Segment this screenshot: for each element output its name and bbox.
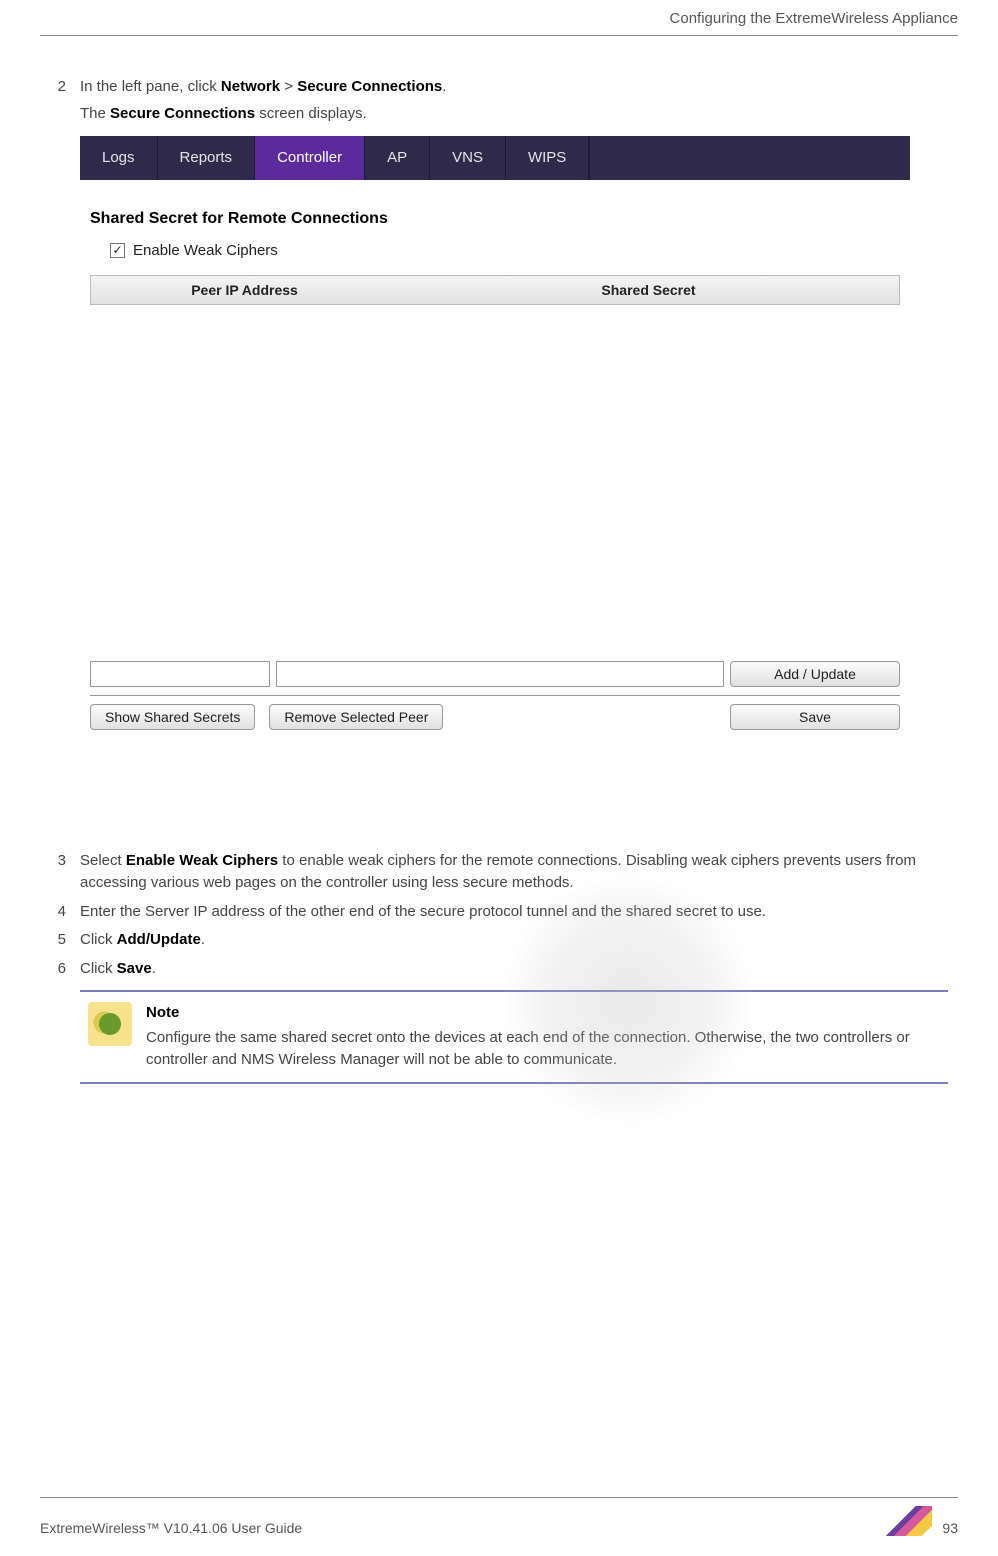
step-number: 5	[50, 929, 66, 952]
step-2-subtext: The Secure Connections screen displays.	[80, 105, 948, 122]
note-body: Configure the same shared secret onto th…	[146, 1029, 910, 1069]
step-body: Click Save.	[80, 958, 948, 981]
bottom-controls: Add / Update Show Shared Secrets Remove …	[90, 661, 900, 730]
enable-weak-ciphers-row: ✓ Enable Weak Ciphers	[110, 242, 900, 259]
page-footer: ExtremeWireless™ V10.41.06 User Guide 93	[40, 1497, 958, 1536]
remove-selected-peer-button[interactable]: Remove Selected Peer	[269, 704, 443, 730]
step-body: Select Enable Weak Ciphers to enable wea…	[80, 850, 948, 895]
page-number: 93	[942, 1520, 958, 1536]
bold-text: Network	[221, 78, 280, 95]
text: .	[442, 78, 446, 95]
section-heading: Shared Secret for Remote Connections	[90, 210, 900, 228]
step-number: 4	[50, 901, 66, 924]
text: >	[280, 78, 297, 95]
step-5: 5 Click Add/Update.	[50, 929, 948, 952]
tab-controller[interactable]: Controller	[255, 136, 365, 180]
note-text: Note Configure the same shared secret on…	[146, 1002, 940, 1072]
step-4: 4 Enter the Server IP address of the oth…	[50, 901, 948, 924]
note-icon	[88, 1002, 132, 1046]
text: Click	[80, 960, 117, 977]
column-header-shared-secret: Shared Secret	[398, 276, 899, 304]
tab-bar: LogsReportsControllerAPVNSWIPS	[80, 136, 910, 180]
save-button[interactable]: Save	[730, 704, 900, 730]
text: Click	[80, 931, 117, 948]
screenshot-body: Shared Secret for Remote Connections ✓ E…	[80, 180, 910, 820]
tab-logs[interactable]: Logs	[80, 136, 158, 180]
text: .	[201, 931, 205, 948]
button-row: Show Shared Secrets Remove Selected Peer…	[90, 704, 900, 730]
step-body: In the left pane, click Network > Secure…	[80, 76, 948, 99]
bold-text: Add/Update	[117, 931, 201, 948]
bold-text: Secure Connections	[297, 78, 442, 95]
step-number: 3	[50, 850, 66, 895]
checkbox-label: Enable Weak Ciphers	[133, 242, 278, 259]
footer-decoration-icon	[886, 1506, 932, 1536]
input-row: Add / Update	[90, 661, 900, 687]
peer-ip-input[interactable]	[90, 661, 270, 687]
note-title: Note	[146, 1002, 940, 1025]
text: Select	[80, 852, 126, 869]
step-number: 6	[50, 958, 66, 981]
text: screen displays.	[255, 105, 367, 122]
column-header-peer-ip: Peer IP Address	[91, 276, 398, 304]
running-header: Configuring the ExtremeWireless Applianc…	[40, 10, 958, 36]
step-number: 2	[50, 76, 66, 99]
bold-text: Secure Connections	[110, 105, 255, 122]
table-header: Peer IP Address Shared Secret	[90, 275, 900, 305]
divider	[90, 695, 900, 696]
tab-filler	[589, 136, 910, 180]
tab-vns[interactable]: VNS	[430, 136, 506, 180]
text: .	[152, 960, 156, 977]
text: The	[80, 105, 110, 122]
bold-text: Save	[117, 960, 152, 977]
tab-reports[interactable]: Reports	[158, 136, 256, 180]
step-2: 2 In the left pane, click Network > Secu…	[50, 76, 948, 99]
step-6: 6 Click Save.	[50, 958, 948, 981]
show-shared-secrets-button[interactable]: Show Shared Secrets	[90, 704, 255, 730]
step-body: Enter the Server IP address of the other…	[80, 901, 948, 924]
shared-secret-input[interactable]	[276, 661, 724, 687]
add-update-button[interactable]: Add / Update	[730, 661, 900, 687]
tab-wips[interactable]: WIPS	[506, 136, 589, 180]
step-body: Click Add/Update.	[80, 929, 948, 952]
text: In the left pane, click	[80, 78, 221, 95]
embedded-screenshot: LogsReportsControllerAPVNSWIPS Shared Se…	[80, 136, 910, 820]
tab-ap[interactable]: AP	[365, 136, 430, 180]
step-3: 3 Select Enable Weak Ciphers to enable w…	[50, 850, 948, 895]
note-block: Note Configure the same shared secret on…	[80, 990, 948, 1084]
footer-guide-name: ExtremeWireless™ V10.41.06 User Guide	[40, 1520, 302, 1536]
bold-text: Enable Weak Ciphers	[126, 852, 278, 869]
enable-weak-ciphers-checkbox[interactable]: ✓	[110, 243, 125, 258]
